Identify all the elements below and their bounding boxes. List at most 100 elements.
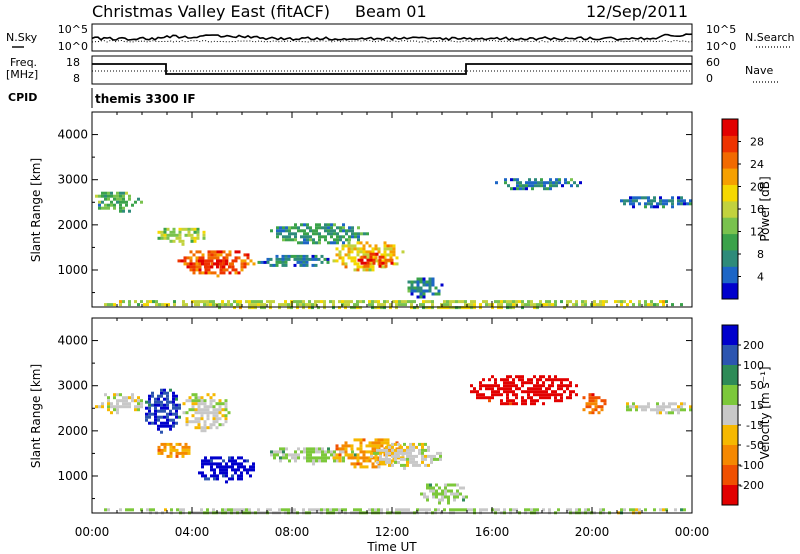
velocity-cell: [485, 384, 488, 388]
power-cell: [189, 265, 193, 269]
power-cell: [312, 238, 315, 242]
power-cell: [348, 238, 351, 242]
velocity-cell: [542, 390, 545, 394]
velocity-cell: [536, 393, 539, 397]
power-cell: [279, 229, 282, 233]
power-cell: [175, 236, 179, 240]
velocity-cell: [569, 393, 572, 397]
power-cell: [662, 199, 665, 203]
power-cell: [122, 197, 125, 201]
velocity-cell: [650, 408, 653, 412]
velocity-cell: [539, 384, 542, 388]
power-cell: [186, 262, 190, 266]
velocity-cell: [506, 387, 509, 391]
power-cell: [128, 194, 131, 198]
power-cell: [650, 205, 653, 209]
velocity-cell: [338, 447, 342, 451]
velocity-heatmap: [95, 375, 692, 515]
velocity-cell: [119, 399, 122, 403]
velocity-cell: [444, 486, 447, 490]
velocity-cell: [163, 409, 166, 413]
velocity-cell: [157, 400, 160, 404]
power-cell: [662, 300, 665, 304]
power-cell: [677, 196, 680, 200]
power-cell: [351, 235, 354, 239]
power-cell: [248, 300, 251, 304]
velocity-cell: [521, 399, 524, 403]
power-cell: [347, 253, 351, 257]
velocity-colorbar-segment: [722, 485, 738, 506]
velocity-cell: [269, 508, 272, 512]
velocity-cell: [185, 423, 189, 427]
velocity-cell: [282, 453, 285, 457]
velocity-colorbar-segment: [722, 325, 738, 346]
power-cell: [677, 202, 680, 206]
power-region: [407, 277, 444, 299]
velocity-cell: [219, 468, 222, 472]
power-cell: [506, 306, 509, 310]
velocity-cell: [113, 405, 116, 409]
velocity-cell: [206, 408, 210, 412]
velocity-cell: [429, 489, 432, 493]
velocity-cell: [231, 456, 234, 460]
velocity-cell: [321, 450, 324, 454]
velocity-cell: [225, 465, 228, 469]
velocity-cell: [548, 375, 551, 379]
velocity-cell: [376, 445, 379, 449]
freq-label: Freq.: [10, 56, 37, 69]
power-cell: [294, 226, 297, 230]
velocity-cell: [148, 409, 151, 413]
velocity-cell: [379, 454, 382, 458]
velocity-cell: [530, 399, 533, 403]
velocity-colorbar-label: 50: [750, 379, 764, 392]
power-cell: [178, 230, 182, 234]
velocity-cell: [388, 457, 391, 461]
power-cell: [389, 244, 393, 248]
velocity-cell: [509, 384, 512, 388]
power-cell: [629, 202, 632, 206]
velocity-cell: [246, 471, 249, 475]
velocity-cell: [273, 456, 276, 460]
velocity-ytick-label: 4000: [57, 334, 88, 348]
power-cell: [278, 260, 282, 264]
power-cell: [398, 303, 401, 307]
power-cell: [368, 265, 372, 269]
power-cell: [198, 262, 202, 266]
power-cell: [125, 200, 128, 204]
power-cell: [287, 254, 291, 258]
velocity-cell: [231, 468, 234, 472]
power-cell: [494, 300, 497, 304]
velocity-cell: [176, 508, 179, 512]
power-cell: [518, 300, 521, 304]
power-cell: [203, 300, 206, 304]
power-cell: [166, 236, 170, 240]
velocity-cell: [134, 405, 137, 409]
power-cell: [629, 300, 632, 304]
power-cell: [338, 300, 341, 304]
velocity-cell: [665, 411, 668, 415]
power-cell: [348, 226, 351, 230]
velocity-cell: [215, 420, 219, 424]
velocity-cell: [599, 508, 602, 512]
power-cell: [189, 250, 193, 254]
power-cell: [318, 235, 321, 239]
velocity-cell: [539, 390, 542, 394]
power-cell: [187, 230, 191, 234]
velocity-cell: [391, 463, 394, 467]
power-cell: [110, 194, 113, 198]
velocity-cell: [500, 402, 503, 406]
power-cell: [110, 203, 113, 207]
velocity-cell: [420, 492, 423, 496]
power-cell: [357, 258, 361, 262]
power-cell: [386, 244, 390, 248]
velocity-cell: [554, 375, 557, 379]
power-cell: [497, 300, 500, 304]
power-cell: [210, 250, 214, 254]
velocity-cell: [209, 411, 213, 415]
velocity-cell: [184, 442, 188, 446]
velocity-cell: [427, 463, 430, 467]
velocity-cell: [412, 454, 415, 458]
power-cell: [458, 300, 461, 304]
velocity-cell: [383, 438, 387, 442]
velocity-cell: [391, 442, 394, 446]
